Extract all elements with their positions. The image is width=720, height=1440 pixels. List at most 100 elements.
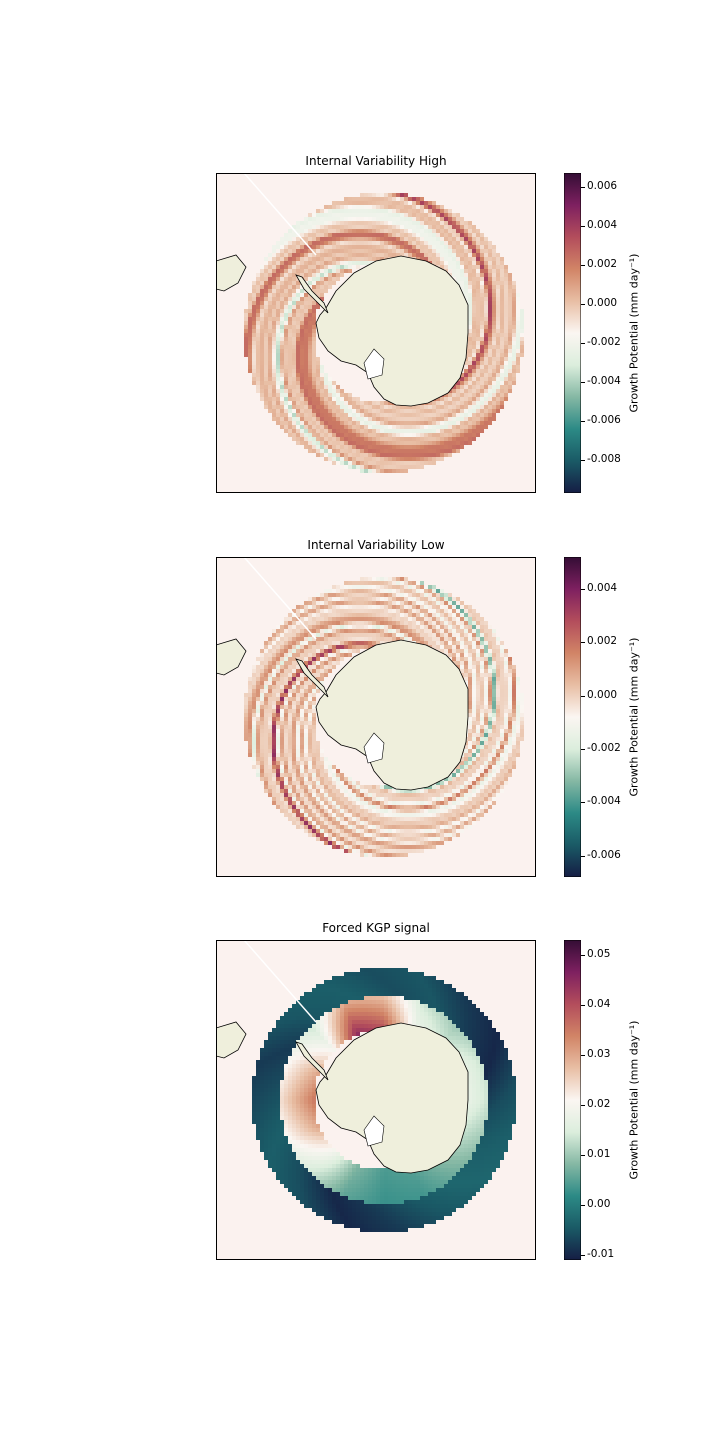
heatmap-cell [440, 425, 444, 429]
heatmap-cell [356, 221, 360, 225]
heatmap-cell [304, 749, 308, 753]
heatmap-cell [348, 209, 352, 213]
heatmap-cell [300, 417, 304, 421]
heatmap-cell [308, 617, 312, 621]
heatmap-cell [368, 253, 372, 257]
heatmap-cell [284, 429, 288, 433]
heatmap-cell [432, 593, 436, 597]
heatmap-cell [304, 409, 308, 413]
heatmap-cell [452, 417, 456, 421]
heatmap-cell [492, 389, 496, 393]
heatmap-cell [504, 713, 508, 717]
heatmap-cell [268, 345, 272, 349]
heatmap-cell [352, 633, 356, 637]
heatmap-cell [496, 709, 500, 713]
heatmap-cell [292, 757, 296, 761]
heatmap-cell [464, 221, 468, 225]
heatmap-cell [400, 197, 404, 201]
heatmap-cell [448, 253, 452, 257]
heatmap-cell [508, 297, 512, 301]
heatmap-cell [316, 653, 320, 657]
heatmap-cell [268, 273, 272, 277]
heatmap-cell [332, 625, 336, 629]
heatmap-cell [312, 381, 316, 385]
heatmap-cell [268, 297, 272, 301]
heatmap-cell [320, 293, 324, 297]
heatmap-cell [292, 389, 296, 393]
heatmap-cell [272, 641, 276, 645]
heatmap-cell [340, 613, 344, 617]
heatmap-cell [488, 717, 492, 721]
heatmap-cell [408, 433, 412, 437]
heatmap-cell [328, 437, 332, 441]
heatmap-cell [492, 245, 496, 249]
heatmap-cell [288, 613, 292, 617]
heatmap-cell [500, 645, 504, 649]
heatmap-cell [372, 601, 376, 605]
heatmap-cell [336, 645, 340, 649]
heatmap-cell [292, 353, 296, 357]
heatmap-cell [276, 669, 280, 673]
heatmap-cell [520, 725, 524, 729]
heatmap-cell [400, 461, 404, 465]
heatmap-cell [432, 625, 436, 629]
heatmap-cell [472, 685, 476, 689]
heatmap-cell [276, 385, 280, 389]
heatmap-cell [304, 353, 308, 357]
heatmap-cell [512, 709, 516, 713]
heatmap-cell [348, 777, 352, 781]
heatmap-cell [352, 249, 356, 253]
heatmap-cell [376, 197, 380, 201]
heatmap-cell [508, 373, 512, 377]
heatmap-cell [428, 457, 432, 461]
heatmap-cell [280, 333, 284, 337]
heatmap-cell [516, 733, 520, 737]
heatmap-cell [252, 345, 256, 349]
heatmap-cell [400, 225, 404, 229]
heatmap-cell [308, 309, 312, 313]
heatmap-cell [492, 401, 496, 405]
heatmap-cell [416, 617, 420, 621]
heatmap-cell [272, 261, 276, 265]
heatmap-cell [288, 373, 292, 377]
heatmap-cell [276, 701, 280, 705]
heatmap-cell [376, 449, 380, 453]
heatmap-cell [384, 413, 388, 417]
heatmap-cell [316, 377, 320, 381]
heatmap-cell [304, 693, 308, 697]
heatmap-cell [496, 689, 500, 693]
heatmap-cell [364, 613, 368, 617]
heatmap-cell [496, 729, 500, 733]
heatmap-cell [388, 201, 392, 205]
heatmap-cell [440, 613, 444, 617]
heatmap-cell [284, 693, 288, 697]
heatmap-cell [268, 709, 272, 713]
heatmap-cell [300, 421, 304, 425]
heatmap-cell [372, 401, 376, 405]
heatmap-cell [252, 689, 256, 693]
heatmap-cell [336, 773, 340, 777]
heatmap-cell [468, 721, 472, 725]
heatmap-cell [284, 633, 288, 637]
heatmap-cell [440, 205, 444, 209]
heatmap-cell [388, 205, 392, 209]
heatmap-cell [260, 705, 264, 709]
heatmap-cell [444, 433, 448, 437]
heatmap-cell [336, 421, 340, 425]
heatmap-cell [440, 453, 444, 457]
heatmap-cell [436, 421, 440, 425]
heatmap-cell [376, 429, 380, 433]
heatmap-cell [484, 737, 488, 741]
heatmap-cell [296, 413, 300, 417]
heatmap-cell [468, 713, 472, 717]
heatmap-cell [280, 329, 284, 333]
heatmap-cell [424, 229, 428, 233]
heatmap-cell [428, 585, 432, 589]
heatmap-cell [340, 593, 344, 597]
heatmap-cell [424, 409, 428, 413]
heatmap-cell [292, 745, 296, 749]
heatmap-cell [464, 433, 468, 437]
heatmap-cell [344, 253, 348, 257]
heatmap-cell [284, 373, 288, 377]
heatmap-cell [476, 321, 480, 325]
